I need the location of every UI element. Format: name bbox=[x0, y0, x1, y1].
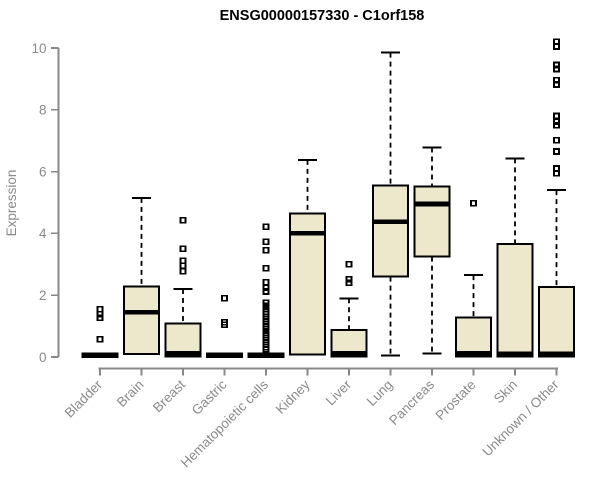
x-tick-label: Skin bbox=[491, 377, 520, 406]
outlier-point bbox=[262, 284, 270, 291]
box-rect bbox=[496, 242, 534, 358]
outlier-point bbox=[553, 61, 560, 69]
outlier-point bbox=[262, 299, 270, 307]
outlier-point bbox=[553, 77, 560, 84]
x-tick-label: Breast bbox=[150, 377, 188, 415]
outlier-point bbox=[345, 275, 353, 283]
outlier-point bbox=[553, 38, 560, 46]
outlier-point bbox=[470, 200, 477, 207]
x-tick-label: Bladder bbox=[62, 377, 106, 421]
outlier-point bbox=[179, 257, 187, 264]
boxplot-group bbox=[496, 157, 534, 358]
x-tick-label: Prostate bbox=[432, 377, 478, 423]
boxplot-group bbox=[372, 51, 409, 357]
outlier-point bbox=[179, 245, 187, 253]
outlier-point bbox=[262, 223, 270, 230]
chart-title: ENSG00000157330 - C1orf158 bbox=[220, 8, 425, 24]
outlier-point bbox=[553, 81, 560, 88]
boxplot-group bbox=[206, 294, 243, 358]
outlier-point bbox=[179, 262, 187, 270]
x-tick-label: Lung bbox=[364, 377, 396, 409]
y-tick-label: 4 bbox=[39, 226, 47, 241]
boxplot-group bbox=[81, 305, 119, 358]
boxplot-group bbox=[289, 158, 326, 356]
box-rect bbox=[372, 184, 409, 278]
y-tick-label: 0 bbox=[39, 350, 47, 365]
y-tick-label: 8 bbox=[39, 103, 47, 118]
boxplot-group bbox=[247, 223, 285, 358]
outlier-point bbox=[553, 118, 560, 125]
outlier-point bbox=[553, 65, 560, 73]
outlier-point bbox=[262, 278, 270, 286]
outlier-point bbox=[96, 314, 104, 322]
box-rect bbox=[413, 185, 451, 258]
y-axis-title: Expression bbox=[4, 170, 19, 237]
x-tick-label: Unknown / Other bbox=[479, 377, 562, 460]
box-rect bbox=[289, 212, 326, 356]
box-rect bbox=[123, 285, 160, 355]
boxplot-group bbox=[123, 196, 160, 355]
outlier-point bbox=[96, 305, 104, 313]
outlier-point bbox=[262, 288, 270, 295]
outlier-point bbox=[96, 311, 104, 318]
boxplot-group bbox=[455, 200, 492, 358]
outlier-point bbox=[345, 260, 353, 268]
x-tick-label: Pancreas bbox=[386, 377, 437, 428]
boxplot-series bbox=[81, 38, 575, 358]
x-tick-label: Brain bbox=[114, 377, 147, 410]
outlier-point bbox=[262, 238, 270, 246]
outlier-point bbox=[262, 247, 270, 254]
x-tick-label: Kidney bbox=[273, 377, 313, 417]
outlier-point bbox=[553, 136, 560, 144]
outlier-point bbox=[179, 216, 187, 224]
outlier-point bbox=[221, 294, 228, 302]
outlier-point bbox=[553, 165, 560, 172]
boxplot-group bbox=[413, 146, 451, 355]
outlier-point bbox=[553, 112, 560, 120]
x-tick-label: Liver bbox=[323, 377, 355, 409]
y-tick-label: 10 bbox=[31, 41, 46, 56]
outlier-point bbox=[96, 335, 104, 343]
boxplot-group bbox=[164, 216, 202, 358]
y-tick-label: 6 bbox=[39, 164, 47, 179]
boxplot-group bbox=[538, 38, 575, 358]
outlier-point bbox=[179, 267, 187, 275]
x-tick-label: Gastric bbox=[189, 377, 230, 418]
y-axis: 0 2 4 6 8 10 bbox=[31, 41, 60, 365]
outlier-point bbox=[345, 279, 353, 287]
box-rect bbox=[538, 285, 575, 358]
boxplot-group bbox=[330, 260, 368, 358]
outlier-point bbox=[553, 121, 560, 129]
outlier-point bbox=[262, 265, 270, 272]
outlier-point bbox=[553, 148, 560, 155]
box-rect bbox=[455, 316, 492, 358]
y-tick-label: 2 bbox=[39, 288, 47, 303]
outlier-point bbox=[221, 319, 228, 326]
box-rect bbox=[164, 322, 202, 358]
